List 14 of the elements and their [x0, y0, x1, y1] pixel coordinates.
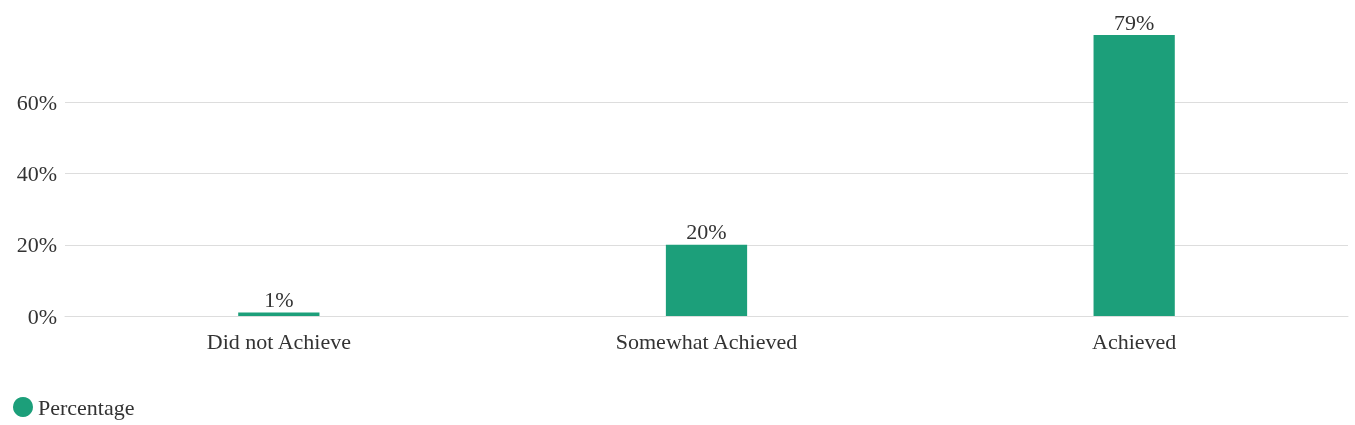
bar: [1093, 35, 1175, 316]
x-tick-label: Somewhat Achieved: [615, 328, 798, 354]
legend-label: Percentage: [38, 394, 135, 420]
data-label: 1%: [264, 286, 294, 312]
bar: [665, 244, 748, 316]
y-tick-label: 0%: [27, 303, 57, 329]
x-tick-label: Did not Achieve: [206, 328, 351, 354]
y-tick-label: 40%: [16, 161, 57, 187]
x-tick-label: Achieved: [1092, 328, 1177, 354]
data-label: 79%: [1114, 9, 1155, 35]
y-tick-label: 20%: [16, 232, 57, 258]
y-tick-label: 60%: [16, 90, 57, 116]
data-label: 20%: [686, 219, 727, 245]
bar: [238, 312, 320, 316]
